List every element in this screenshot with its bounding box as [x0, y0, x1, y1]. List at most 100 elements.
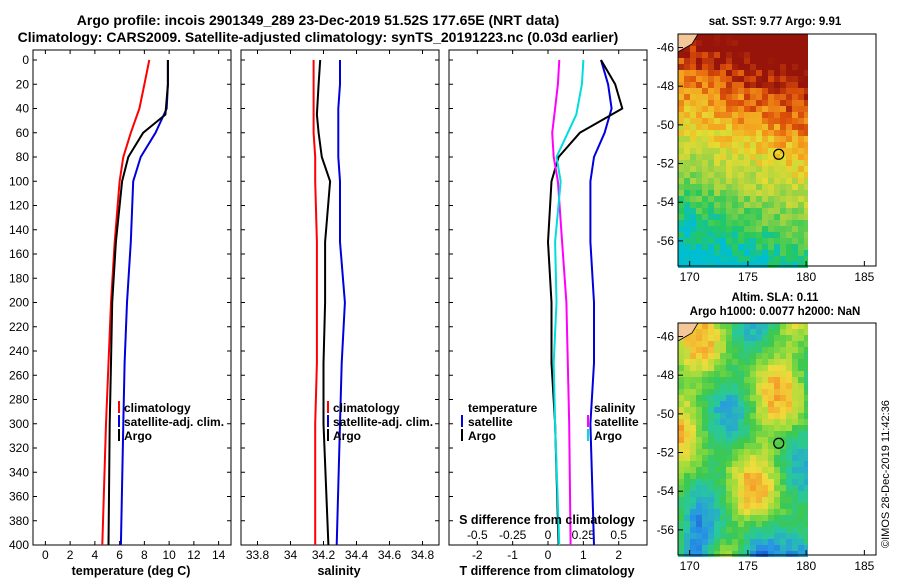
- depth-tick-label: 360: [9, 490, 29, 504]
- map-cell: [786, 527, 792, 533]
- map-cell: [732, 347, 738, 353]
- map-cell: [774, 431, 780, 437]
- map-cell: [756, 190, 762, 196]
- map-cell: [696, 395, 702, 401]
- map-cell: [708, 431, 714, 437]
- map-cell: [696, 413, 702, 419]
- map-cell: [774, 214, 780, 220]
- map-cell: [684, 443, 690, 449]
- map-cell: [798, 178, 804, 184]
- map-cell: [678, 497, 684, 503]
- map-cell: [762, 208, 768, 214]
- map-cell: [714, 335, 720, 341]
- map-cell: [786, 232, 792, 238]
- map-cell: [786, 551, 792, 557]
- map-cell: [780, 118, 786, 124]
- map-cell: [702, 413, 708, 419]
- map-cell: [714, 262, 720, 268]
- map-cell: [774, 238, 780, 244]
- salinity-panel-frame: [240, 49, 440, 546]
- map-cell: [702, 112, 708, 118]
- map-cell: [786, 262, 792, 268]
- map-cell: [720, 82, 726, 88]
- map-cell: [774, 124, 780, 130]
- map-cell: [792, 148, 798, 154]
- map-cell: [744, 52, 750, 58]
- map-cell: [732, 401, 738, 407]
- map-cell: [732, 100, 738, 106]
- map-cell: [780, 503, 786, 509]
- map-cell: [678, 160, 684, 166]
- map-cell: [744, 76, 750, 82]
- map-cell: [714, 509, 720, 515]
- map-cell: [774, 449, 780, 455]
- map-cell: [696, 112, 702, 118]
- map-cell: [774, 112, 780, 118]
- map-cell: [762, 383, 768, 389]
- map-cell: [804, 491, 808, 497]
- sla-map-title-2: Argo h1000: 0.0077 h2000: NaN: [690, 306, 861, 318]
- map-cell: [696, 479, 702, 485]
- map-cell: [786, 100, 792, 106]
- map-cell: [696, 347, 702, 353]
- map-cell: [774, 172, 780, 178]
- map-cell: [744, 461, 750, 467]
- map-cell: [678, 389, 684, 395]
- map-cell: [708, 377, 714, 383]
- map-cell: [756, 148, 762, 154]
- map-cell: [702, 515, 708, 521]
- map-cell: [774, 503, 780, 509]
- map-cell: [768, 232, 774, 238]
- map-cell: [738, 34, 744, 40]
- map-cell: [732, 220, 738, 226]
- map-cell: [804, 371, 808, 377]
- map-cell: [792, 40, 798, 46]
- map-cell: [720, 335, 726, 341]
- map-cell: [738, 58, 744, 64]
- map-cell: [786, 70, 792, 76]
- map-cell: [684, 503, 690, 509]
- map-cell: [768, 70, 774, 76]
- map-cell: [744, 190, 750, 196]
- map-cell: [696, 461, 702, 467]
- map-cell: [714, 551, 720, 557]
- map-cell: [804, 431, 808, 437]
- map-cell: [684, 335, 690, 341]
- map-cell: [744, 539, 750, 545]
- map-cell: [774, 341, 780, 347]
- s-difference-label: S difference from climatology: [459, 513, 635, 527]
- map-cell: [786, 407, 792, 413]
- map-cell: [684, 353, 690, 359]
- map-cell: [738, 461, 744, 467]
- map-cell: [762, 407, 768, 413]
- map-cell: [780, 419, 786, 425]
- map-cell: [690, 88, 696, 94]
- map-cell: [768, 509, 774, 515]
- map-cell: [756, 539, 762, 545]
- map-cell: [804, 124, 808, 130]
- map-cell: [678, 503, 684, 509]
- map-cell: [720, 437, 726, 443]
- lat-tick-label: -46: [657, 41, 675, 55]
- map-cell: [804, 256, 808, 262]
- map-cell: [756, 419, 762, 425]
- map-cell: [780, 335, 786, 341]
- map-cell: [750, 256, 756, 262]
- map-cell: [678, 244, 684, 250]
- map-cell: [702, 419, 708, 425]
- map-cell: [792, 449, 798, 455]
- map-cell: [774, 34, 780, 40]
- map-cell: [744, 46, 750, 52]
- map-cell: [762, 226, 768, 232]
- map-cell: [696, 46, 702, 52]
- lon-tick-label: 170: [680, 270, 700, 284]
- map-cell: [714, 160, 720, 166]
- map-cell: [804, 479, 808, 485]
- map-cell: [732, 112, 738, 118]
- map-cell: [708, 437, 714, 443]
- map-cell: [786, 154, 792, 160]
- map-cell: [684, 389, 690, 395]
- map-cell: [756, 64, 762, 70]
- map-cell: [774, 244, 780, 250]
- map-cell: [762, 431, 768, 437]
